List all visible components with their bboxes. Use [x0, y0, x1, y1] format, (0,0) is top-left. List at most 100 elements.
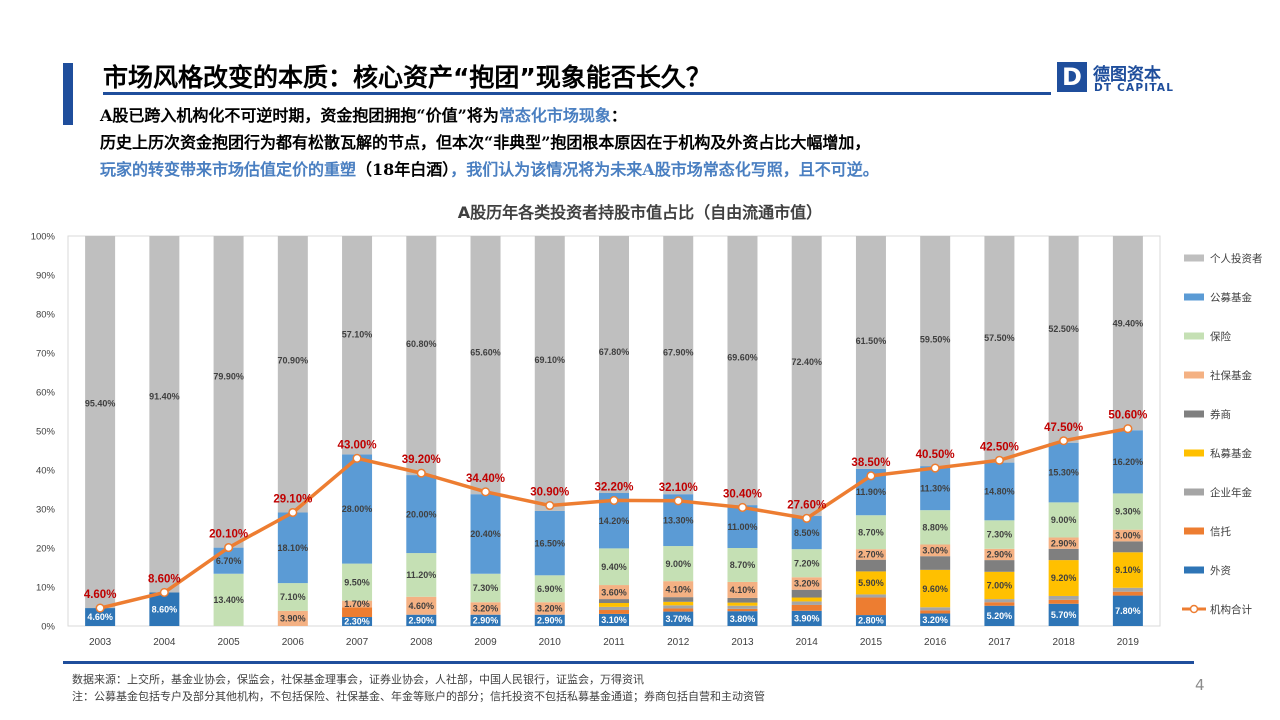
bar-segment	[1112, 236, 1143, 431]
bar-segment	[1112, 430, 1143, 494]
data-label: 2.90%	[409, 616, 435, 626]
data-label: 13.40%	[213, 595, 244, 605]
line-data-label: 30.40%	[723, 488, 762, 500]
bar-segment	[727, 505, 758, 548]
legend-label: 企业年金	[1210, 486, 1252, 499]
data-label: 2.70%	[858, 550, 884, 560]
legend-swatch	[1184, 449, 1204, 457]
bar-segment	[277, 610, 308, 626]
data-label: 70.90%	[278, 356, 309, 366]
line-point	[95, 603, 105, 613]
data-label: 3.90%	[280, 614, 306, 624]
legend-swatch	[1184, 293, 1204, 301]
data-label: 57.10%	[342, 329, 373, 339]
bar-segment	[663, 597, 694, 602]
data-label: 3.80%	[730, 614, 756, 624]
data-label: 79.90%	[213, 371, 244, 381]
bar-segment	[406, 596, 437, 615]
data-label: 69.10%	[534, 355, 565, 365]
data-label: 3.00%	[1115, 531, 1141, 541]
data-label: 2.30%	[344, 617, 370, 627]
bar-segment	[534, 236, 565, 511]
summary-line-1: A股已跨入机构化不可逆时期，资金抱团拥抱“价值”将为常态化市场现象：	[100, 102, 1270, 129]
data-label: 91.40%	[149, 392, 180, 402]
bar-segment	[855, 515, 886, 550]
data-label: 3.20%	[922, 615, 948, 625]
data-label: 7.30%	[987, 530, 1013, 540]
legend-swatch	[1184, 332, 1204, 340]
bar-segment	[984, 605, 1015, 626]
bar-segment	[791, 577, 822, 590]
data-source: 数据来源：上交所，基金业协会，保监会，社保基金理事会，证券业协会，人社部，中国人…	[72, 673, 644, 686]
data-label: 67.90%	[663, 347, 694, 357]
data-label: 2.80%	[858, 616, 884, 626]
legend-point-marker	[1189, 604, 1199, 614]
bar-segment	[599, 613, 629, 626]
line-data-label: 30.90%	[530, 486, 569, 498]
y-tick-label: 50%	[36, 427, 56, 438]
data-label: 9.20%	[1051, 573, 1077, 583]
summary-line-1-text: A股已跨入机构化不可逆时期，资金抱团拥抱“价值”将为	[100, 106, 499, 125]
line-point	[224, 543, 234, 553]
legend-label: 保险	[1210, 330, 1232, 343]
data-label: 4.10%	[730, 585, 756, 595]
bar-segment	[855, 236, 886, 469]
bar-segment	[791, 601, 822, 605]
legend-label: 券商	[1210, 408, 1231, 421]
bar-segment	[855, 549, 886, 560]
logo-english-name: DT CAPITAL	[1094, 82, 1175, 94]
x-tick-label: 2007	[346, 637, 369, 648]
data-label: 3.20%	[537, 604, 563, 614]
line-point	[673, 496, 683, 506]
data-label: 11.20%	[406, 570, 436, 580]
bar-segment	[855, 594, 886, 598]
chart-title: A股历年各类投资者持股市值占比（自由流通市值）	[457, 203, 823, 222]
bar-segment	[1112, 595, 1143, 626]
bar-segment	[855, 597, 886, 616]
bar-segment	[920, 607, 951, 611]
bar-segment	[342, 563, 373, 601]
bar-segment	[920, 466, 951, 511]
data-label: 8.80%	[922, 523, 948, 533]
line-point	[609, 495, 619, 505]
bar-segment	[599, 610, 629, 614]
y-tick-label: 0%	[41, 622, 55, 633]
data-label: 20.40%	[470, 529, 501, 539]
bar-segment	[791, 610, 822, 626]
bar-segment	[920, 569, 951, 608]
bar-segment	[727, 608, 758, 612]
bar-segment	[663, 611, 694, 626]
bar-segment	[920, 613, 951, 626]
bar-segment	[984, 520, 1015, 549]
bar-segment	[727, 597, 758, 603]
data-label: 2.90%	[537, 616, 563, 626]
bar-segment	[920, 510, 951, 545]
line-point	[930, 463, 940, 473]
bar-segment	[406, 614, 437, 626]
line-data-label: 34.40%	[466, 473, 505, 485]
bar-segment	[470, 236, 501, 495]
bar-segment	[1048, 599, 1079, 604]
bar-segment	[599, 236, 629, 494]
line-point	[416, 468, 426, 478]
x-tick-label: 2010	[539, 637, 562, 648]
x-tick-label: 2005	[217, 637, 240, 648]
data-label: 16.50%	[534, 538, 565, 548]
x-tick-label: 2011	[603, 637, 625, 648]
bar-segment	[534, 614, 565, 626]
bar-segment	[663, 236, 694, 495]
data-label: 16.20%	[1113, 457, 1144, 467]
bar-segment	[727, 605, 758, 609]
data-label: 1.70%	[344, 599, 370, 609]
bar-segment	[85, 608, 116, 626]
x-tick-label: 2012	[667, 637, 690, 648]
bar-segment	[470, 573, 501, 603]
data-label: 9.30%	[1115, 507, 1141, 517]
bar-segment	[855, 559, 886, 572]
title-accent-bar	[63, 63, 73, 125]
x-tick-label: 2008	[410, 637, 433, 648]
legend-swatch	[1184, 527, 1204, 535]
line-point	[352, 453, 362, 463]
bar-segment	[791, 589, 822, 598]
bar-segment	[984, 599, 1015, 603]
